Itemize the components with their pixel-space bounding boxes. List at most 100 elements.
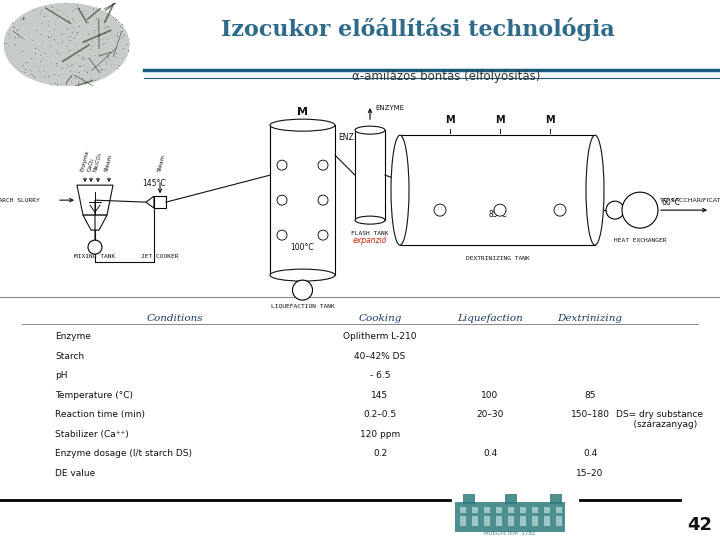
Text: pH: pH [55, 371, 68, 380]
Bar [460, 507, 466, 513]
Text: 100°C: 100°C [291, 243, 315, 252]
Bar [532, 507, 538, 513]
Text: 40–42% DS: 40–42% DS [354, 352, 405, 361]
Bar [532, 516, 538, 526]
Text: Liquefaction: Liquefaction [457, 314, 523, 323]
Bar [508, 516, 514, 526]
Text: 150–180: 150–180 [570, 410, 610, 419]
Text: CaCl₂: CaCl₂ [86, 157, 95, 172]
Text: Cooking: Cooking [359, 314, 402, 323]
Text: Stabilizer (Ca⁺⁺): Stabilizer (Ca⁺⁺) [55, 430, 129, 438]
Text: ENZ.: ENZ. [338, 133, 356, 142]
Circle shape [318, 195, 328, 205]
Text: 42: 42 [688, 516, 713, 534]
Text: MIXING TANK: MIXING TANK [74, 254, 116, 259]
Text: Steam: Steam [157, 153, 167, 172]
Circle shape [554, 204, 566, 216]
Text: 0.4: 0.4 [483, 449, 497, 458]
Text: M: M [545, 115, 555, 125]
Polygon shape [146, 196, 154, 208]
Text: Enzyme: Enzyme [80, 150, 90, 172]
Polygon shape [77, 185, 113, 215]
Bar [460, 516, 466, 526]
Text: DEXTRINIZING TANK: DEXTRINIZING TANK [466, 256, 529, 261]
Ellipse shape [355, 126, 385, 134]
Circle shape [292, 280, 312, 300]
Text: 100: 100 [482, 390, 499, 400]
Text: 0.2: 0.2 [373, 449, 387, 458]
Circle shape [606, 201, 624, 219]
Text: 145: 145 [372, 390, 389, 400]
Text: DE value: DE value [55, 469, 95, 477]
Bar [270, 125, 335, 275]
Text: Oplitherm L-210: Oplitherm L-210 [343, 332, 417, 341]
Bar [550, 494, 562, 504]
Text: Temperature (°C): Temperature (°C) [55, 390, 133, 400]
Bar [484, 516, 490, 526]
Bar [472, 516, 478, 526]
Bar [544, 507, 550, 513]
Text: Starch: Starch [55, 352, 84, 361]
Text: Izocukor előállítási technológia: Izocukor előállítási technológia [221, 17, 614, 40]
Text: FLASH TANK: FLASH TANK [351, 231, 389, 236]
Text: - 6.5: - 6.5 [370, 371, 390, 380]
Bar [154, 196, 166, 208]
Ellipse shape [586, 135, 604, 245]
Text: expanzió: expanzió [353, 235, 387, 245]
Text: LIQUEFACTION TANK: LIQUEFACTION TANK [271, 303, 334, 308]
Text: Dextrinizing: Dextrinizing [557, 314, 623, 323]
Bar [484, 507, 490, 513]
Text: 0.4: 0.4 [583, 449, 597, 458]
Text: M: M [297, 107, 308, 117]
Text: MŰEGYETEM  1782: MŰEGYETEM 1782 [485, 531, 536, 536]
Text: HEAT EXCHANGER: HEAT EXCHANGER [613, 238, 666, 243]
Text: Enzyme: Enzyme [55, 332, 91, 341]
Text: 120 ppm: 120 ppm [360, 430, 400, 438]
Circle shape [318, 230, 328, 240]
Text: STARCH SLURRY: STARCH SLURRY [0, 198, 40, 202]
Bar [496, 516, 502, 526]
Bar [463, 494, 475, 504]
Bar [556, 516, 562, 526]
Ellipse shape [270, 119, 335, 131]
Circle shape [277, 160, 287, 170]
Text: TO SACCHARIFICATION: TO SACCHARIFICATION [660, 198, 720, 203]
Text: 85: 85 [584, 390, 595, 400]
Circle shape [434, 204, 446, 216]
Text: Reaction time (min): Reaction time (min) [55, 410, 145, 419]
Text: 20–30: 20–30 [477, 410, 504, 419]
Circle shape [318, 160, 328, 170]
Text: DS= dry substance: DS= dry substance [616, 410, 703, 419]
Polygon shape [83, 215, 107, 230]
Bar [520, 507, 526, 513]
Text: (szárazanyag): (szárazanyag) [622, 420, 698, 429]
Text: 60°C: 60°C [662, 198, 681, 207]
Bar [355, 130, 385, 220]
Bar [400, 135, 595, 245]
Text: Steam: Steam [104, 153, 114, 172]
Bar [472, 507, 478, 513]
Text: 85°C: 85°C [488, 210, 507, 219]
Circle shape [277, 195, 287, 205]
Bar [496, 507, 502, 513]
Text: 145°C: 145°C [142, 179, 166, 188]
Circle shape [494, 204, 506, 216]
Text: Enzyme dosage (l/t starch DS): Enzyme dosage (l/t starch DS) [55, 449, 192, 458]
Bar [508, 507, 514, 513]
Circle shape [277, 230, 287, 240]
Text: α-amilázos bontás (elfolyósítás): α-amilázos bontás (elfolyósítás) [352, 70, 541, 83]
Text: 0.2–0.5: 0.2–0.5 [364, 410, 397, 419]
Bar [556, 507, 562, 513]
Bar [544, 516, 550, 526]
Circle shape [88, 240, 102, 254]
Ellipse shape [4, 3, 130, 86]
Ellipse shape [355, 216, 385, 224]
Text: ENZYME: ENZYME [375, 105, 404, 111]
Text: Na₂CO₃: Na₂CO₃ [93, 152, 103, 172]
Bar [520, 516, 526, 526]
Text: Conditions: Conditions [147, 314, 203, 323]
Bar [505, 494, 517, 504]
Ellipse shape [391, 135, 409, 245]
Circle shape [622, 192, 658, 228]
Text: M: M [445, 115, 455, 125]
